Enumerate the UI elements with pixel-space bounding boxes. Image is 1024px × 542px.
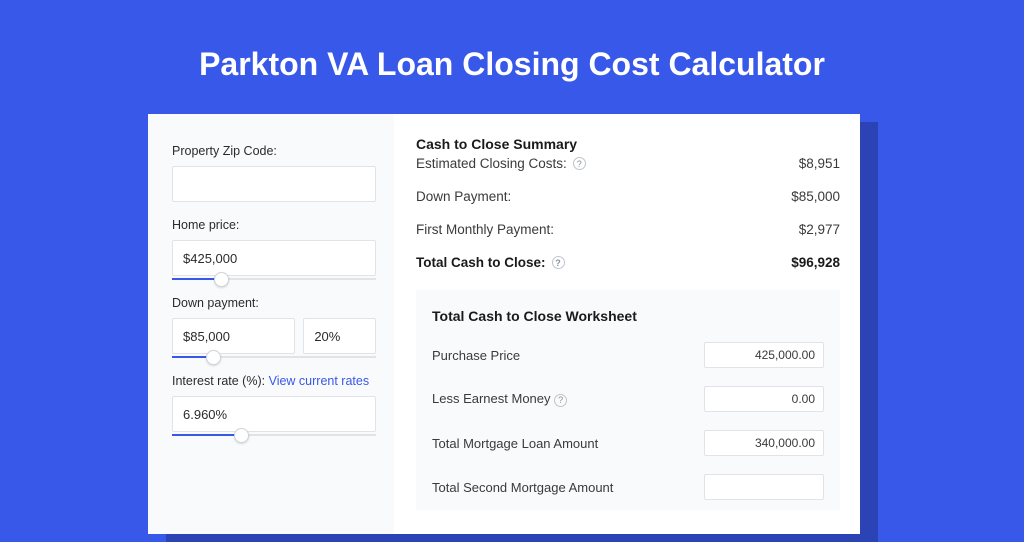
worksheet-title: Total Cash to Close Worksheet [432, 308, 824, 324]
summary-row-label: First Monthly Payment: [416, 222, 554, 237]
mortgage-amount-input[interactable] [704, 430, 824, 456]
summary-row: First Monthly Payment: $2,977 [416, 222, 840, 237]
down-payment-label: Down payment: [172, 296, 376, 310]
page-title: Parkton VA Loan Closing Cost Calculator [0, 0, 1024, 111]
help-icon[interactable]: ? [554, 394, 567, 407]
worksheet-row: Less Earnest Money ? [432, 386, 824, 412]
summary-row: Estimated Closing Costs: ? $8,951 [416, 156, 840, 171]
summary-row-value: $8,951 [799, 156, 840, 171]
slider-thumb-icon[interactable] [214, 272, 229, 287]
earnest-money-input[interactable] [704, 386, 824, 412]
worksheet-row: Purchase Price [432, 342, 824, 368]
down-payment-pct-input[interactable] [303, 318, 376, 354]
worksheet-row-label: Total Second Mortgage Amount [432, 480, 613, 495]
view-rates-link[interactable]: View current rates [269, 374, 370, 388]
results-panel: Cash to Close Summary Estimated Closing … [394, 114, 860, 534]
slider-thumb-icon[interactable] [234, 428, 249, 443]
home-price-label: Home price: [172, 218, 376, 232]
zip-label: Property Zip Code: [172, 144, 376, 158]
worksheet-section: Total Cash to Close Worksheet Purchase P… [416, 290, 840, 510]
help-icon[interactable]: ? [573, 157, 586, 170]
zip-input[interactable] [172, 166, 376, 202]
worksheet-row-label: Total Mortgage Loan Amount [432, 436, 598, 451]
summary-row-value: $2,977 [799, 222, 840, 237]
summary-total-value: $96,928 [791, 255, 840, 270]
interest-rate-field: Interest rate (%): View current rates [172, 374, 376, 436]
summary-total-label: Total Cash to Close: [416, 255, 546, 270]
summary-row: Down Payment: $85,000 [416, 189, 840, 204]
home-price-slider[interactable] [172, 278, 376, 280]
worksheet-row: Total Mortgage Loan Amount [432, 430, 824, 456]
down-payment-field: Down payment: [172, 296, 376, 358]
interest-rate-label: Interest rate (%): View current rates [172, 374, 376, 388]
summary-section: Cash to Close Summary Estimated Closing … [416, 136, 840, 270]
summary-title: Cash to Close Summary [416, 136, 840, 152]
summary-row-value: $85,000 [791, 189, 840, 204]
interest-rate-slider[interactable] [172, 434, 376, 436]
home-price-input[interactable] [172, 240, 376, 276]
summary-row-label: Down Payment: [416, 189, 511, 204]
down-payment-slider[interactable] [172, 356, 376, 358]
help-icon[interactable]: ? [552, 256, 565, 269]
second-mortgage-input[interactable] [704, 474, 824, 500]
calculator-card: Property Zip Code: Home price: Down paym… [148, 114, 860, 534]
worksheet-row: Total Second Mortgage Amount [432, 474, 824, 500]
summary-total-row: Total Cash to Close: ? $96,928 [416, 255, 840, 270]
worksheet-row-label: Purchase Price [432, 348, 520, 363]
purchase-price-input[interactable] [704, 342, 824, 368]
down-payment-input[interactable] [172, 318, 295, 354]
interest-rate-input[interactable] [172, 396, 376, 432]
home-price-field: Home price: [172, 218, 376, 280]
summary-row-label: Estimated Closing Costs: [416, 156, 567, 171]
zip-field: Property Zip Code: [172, 144, 376, 202]
worksheet-row-label: Less Earnest Money [432, 391, 551, 406]
inputs-panel: Property Zip Code: Home price: Down paym… [148, 114, 394, 534]
slider-thumb-icon[interactable] [206, 350, 221, 365]
